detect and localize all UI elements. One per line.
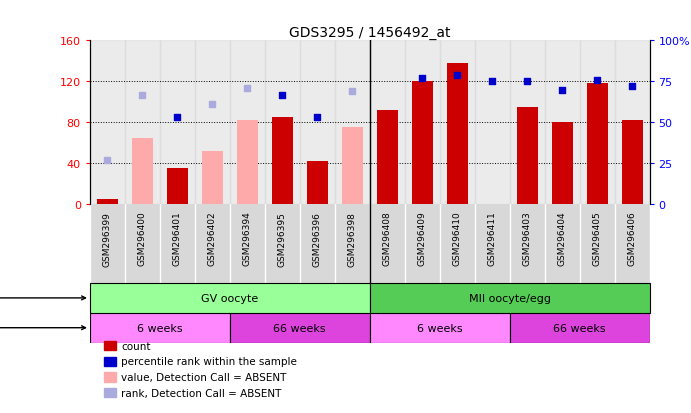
Point — [486, 79, 498, 85]
Point — [417, 76, 428, 82]
Text: GSM296409: GSM296409 — [417, 211, 426, 266]
Bar — [446, 64, 468, 205]
Text: GSM296396: GSM296396 — [313, 211, 322, 266]
Bar — [160, 41, 195, 205]
Text: GSM296394: GSM296394 — [243, 211, 252, 266]
Bar — [510, 313, 650, 343]
Bar — [405, 41, 439, 205]
Bar — [370, 313, 510, 343]
Text: 66 weeks: 66 weeks — [553, 323, 606, 333]
Bar — [587, 84, 607, 205]
Text: GSM296411: GSM296411 — [488, 211, 497, 266]
Bar — [545, 41, 580, 205]
Bar — [237, 121, 258, 205]
Bar — [97, 200, 117, 205]
Bar — [622, 121, 643, 205]
Bar — [551, 123, 573, 205]
Point — [242, 85, 253, 92]
Title: GDS3295 / 1456492_at: GDS3295 / 1456492_at — [289, 26, 451, 40]
Bar — [517, 108, 538, 205]
Bar — [580, 41, 614, 205]
Point — [627, 84, 638, 90]
Text: 66 weeks: 66 weeks — [274, 323, 326, 333]
Text: value, Detection Call = ABSENT: value, Detection Call = ABSENT — [121, 372, 286, 382]
Text: GSM296405: GSM296405 — [593, 211, 602, 266]
Bar — [90, 313, 229, 343]
Point — [522, 79, 533, 85]
Text: GSM296403: GSM296403 — [522, 211, 531, 266]
Text: GSM296401: GSM296401 — [173, 211, 182, 266]
Point — [102, 157, 113, 164]
Text: GSM296402: GSM296402 — [208, 211, 217, 266]
Text: rank, Detection Call = ABSENT: rank, Detection Call = ABSENT — [121, 388, 281, 398]
Text: 6 weeks: 6 weeks — [417, 323, 462, 333]
Bar — [229, 313, 370, 343]
Point — [312, 115, 323, 121]
Bar — [125, 41, 160, 205]
Point — [137, 92, 148, 99]
Point — [591, 77, 603, 84]
Bar — [229, 41, 265, 205]
Text: GSM296404: GSM296404 — [558, 211, 567, 266]
Text: count: count — [121, 341, 151, 351]
Bar — [300, 41, 334, 205]
Point — [452, 72, 463, 79]
Text: GSM296395: GSM296395 — [278, 211, 287, 266]
Point — [347, 89, 358, 95]
Text: age: age — [0, 323, 86, 333]
Bar — [334, 41, 370, 205]
Text: development stage: development stage — [0, 293, 86, 303]
Bar — [412, 82, 433, 205]
Text: MII oocyte/egg: MII oocyte/egg — [468, 293, 551, 303]
Bar — [377, 111, 398, 205]
Bar — [167, 169, 188, 205]
Text: GV oocyte: GV oocyte — [201, 293, 258, 303]
Bar — [132, 138, 153, 205]
Bar — [195, 41, 229, 205]
Bar — [202, 152, 223, 205]
Bar — [370, 41, 405, 205]
Bar — [370, 283, 650, 313]
Bar — [307, 162, 328, 205]
Text: 6 weeks: 6 weeks — [137, 323, 182, 333]
Text: GSM296408: GSM296408 — [383, 211, 392, 266]
Point — [276, 92, 287, 99]
Text: GSM296406: GSM296406 — [627, 211, 636, 266]
Bar — [614, 41, 650, 205]
Bar — [90, 283, 370, 313]
Point — [207, 102, 218, 108]
Bar — [90, 41, 125, 205]
Text: GSM296400: GSM296400 — [138, 211, 146, 266]
Bar — [272, 118, 293, 205]
Point — [556, 87, 567, 94]
Text: GSM296398: GSM296398 — [348, 211, 357, 266]
Text: GSM296410: GSM296410 — [453, 211, 462, 266]
Bar — [475, 41, 509, 205]
Bar — [439, 41, 475, 205]
Text: percentile rank within the sample: percentile rank within the sample — [121, 356, 297, 366]
Point — [172, 115, 183, 121]
Text: GSM296399: GSM296399 — [103, 211, 112, 266]
Bar — [510, 41, 545, 205]
Bar — [341, 128, 363, 205]
Bar — [265, 41, 300, 205]
